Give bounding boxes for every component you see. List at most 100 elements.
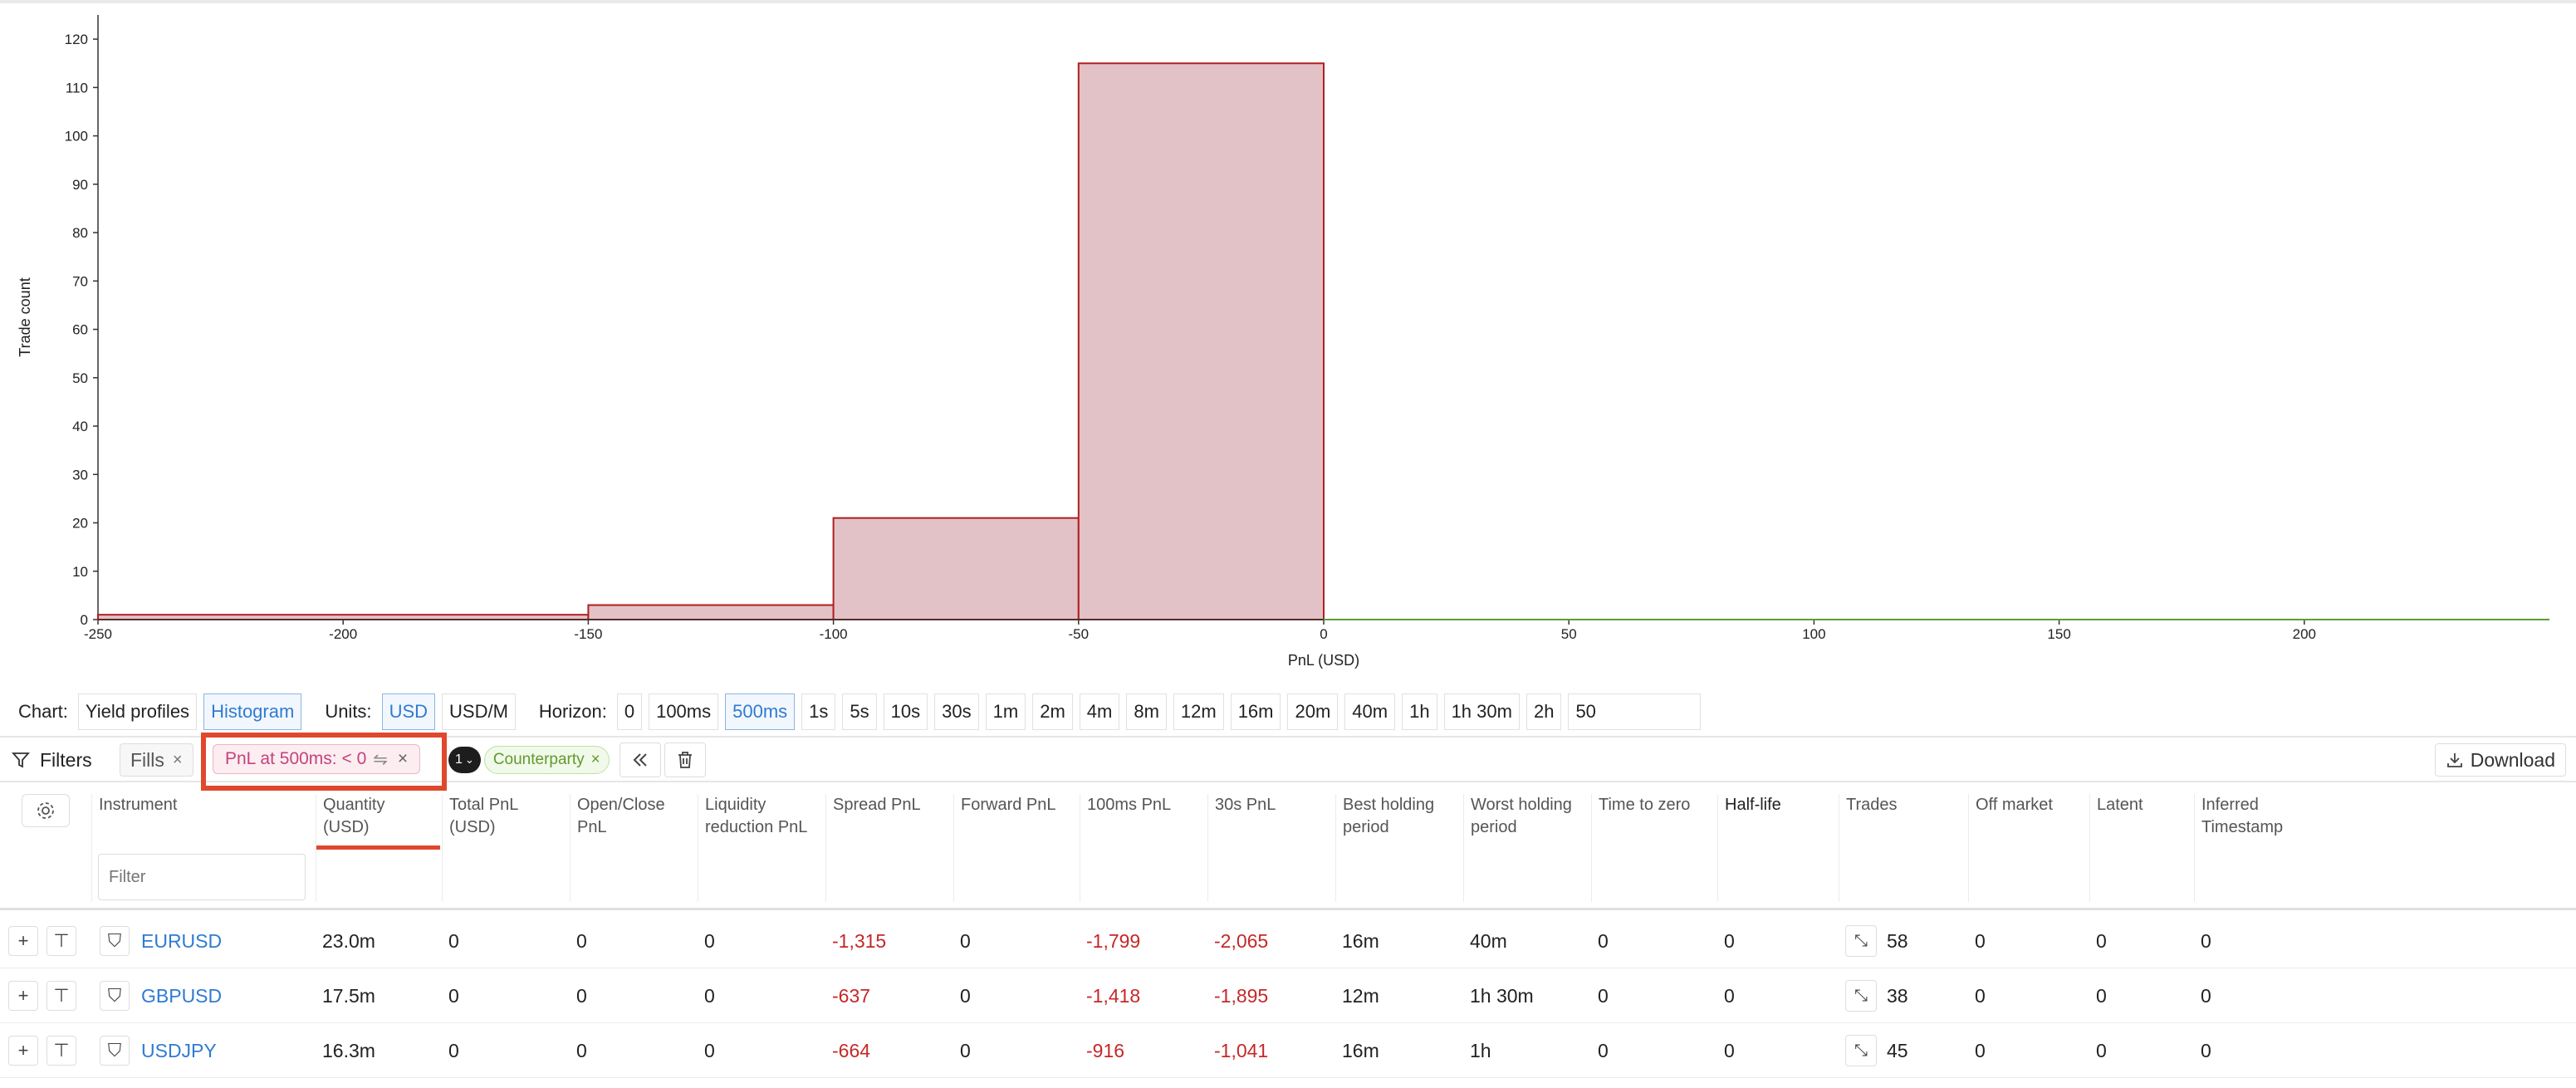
histogram-bar: [832, 517, 1080, 620]
expand-row-button[interactable]: +: [8, 926, 38, 956]
plus-icon: +: [17, 1040, 29, 1061]
cell-latent: 0: [2096, 984, 2107, 1007]
instrument-filter-input[interactable]: [98, 854, 306, 900]
column-header-halflife[interactable]: Half-life: [1717, 794, 1839, 902]
horizon-option-16m[interactable]: 16m: [1230, 693, 1281, 730]
column-header-latent[interactable]: Latent: [2089, 794, 2194, 902]
horizon-option-40m[interactable]: 40m: [1344, 693, 1396, 730]
horizon-option-4m[interactable]: 4m: [1079, 693, 1120, 730]
double-chevron-left-icon: [633, 753, 647, 767]
chart-option-histogram[interactable]: Histogram: [203, 693, 302, 730]
column-settings-button[interactable]: [22, 794, 70, 827]
horizon-option-1s[interactable]: 1s: [801, 693, 836, 730]
counterparty-count-badge[interactable]: 1 ⌄: [448, 747, 481, 773]
horizon-option-1h-30m[interactable]: 1h 30m: [1443, 693, 1520, 730]
pin-row-button[interactable]: ⊤: [47, 981, 76, 1011]
unit-options: USD USD/M: [381, 693, 522, 730]
horizon-option-100ms[interactable]: 100ms: [649, 693, 719, 730]
cell-instrument[interactable]: EURUSD: [141, 929, 223, 952]
cell-spread: -637: [832, 984, 871, 1007]
swap-icon[interactable]: ⇋: [373, 749, 388, 769]
unit-option-usd[interactable]: USD: [381, 693, 436, 730]
cell-spread: -1,315: [832, 929, 887, 952]
column-header-s30[interactable]: 30s PnL: [1207, 794, 1335, 902]
horizon-option-1h[interactable]: 1h: [1402, 693, 1437, 730]
column-header-worst[interactable]: Worst holding period: [1463, 794, 1591, 902]
column-header-instrument[interactable]: Instrument: [91, 794, 316, 902]
y-tick-label: 110: [66, 80, 88, 96]
filter-row-button[interactable]: ⛉: [100, 1036, 130, 1066]
chart-option-yield-profiles[interactable]: Yield profiles: [77, 693, 198, 730]
cell-instrument[interactable]: GBPUSD: [141, 984, 223, 1007]
column-header-best[interactable]: Best holding period: [1335, 794, 1463, 902]
horizon-option-500ms[interactable]: 500ms: [725, 693, 796, 730]
column-header-ms100[interactable]: 100ms PnL: [1080, 794, 1207, 902]
column-header-ttz[interactable]: Time to zero: [1591, 794, 1717, 902]
filter-row-button[interactable]: ⛉: [100, 981, 130, 1011]
expand-row-button[interactable]: +: [8, 1036, 38, 1066]
horizon-option-5s[interactable]: 5s: [842, 693, 877, 730]
expand-trades-button[interactable]: ⤡: [1845, 925, 1877, 957]
horizon-option-30s[interactable]: 30s: [934, 693, 979, 730]
cell-inferred: 0: [2201, 984, 2211, 1007]
column-header-liq_red[interactable]: Liquidity reduction PnL: [698, 794, 825, 902]
pin-row-button[interactable]: ⊤: [47, 1036, 76, 1066]
cell-best: 16m: [1342, 1039, 1379, 1061]
pnl-filter-chip[interactable]: PnL at 500ms: < 0 ⇋ ×: [213, 744, 421, 774]
sort-indicator: [316, 845, 440, 850]
chevron-down-icon: ⌄: [464, 753, 474, 766]
table-row[interactable]: + ⊤ ⛉ EURUSD 23.0m 0 0 0 -1,315 0 -1,799 -2,065 16m 4…: [0, 914, 2576, 968]
expand-row-button[interactable]: +: [8, 981, 38, 1011]
horizon-option-8m[interactable]: 8m: [1126, 693, 1167, 730]
table-row[interactable]: + ⊤ ⛉ USDJPY 16.3m 0 0 0 -664 0 -916 -1,041 16m 1h 0 0 ⤡…: [0, 1023, 2576, 1078]
column-header-forward[interactable]: Forward PnL: [953, 794, 1080, 902]
horizon-option-2m[interactable]: 2m: [1032, 693, 1073, 730]
horizon-option-2h[interactable]: 2h: [1526, 693, 1562, 730]
close-icon[interactable]: ×: [172, 750, 183, 769]
units-label: Units:: [325, 701, 372, 722]
y-tick-label: 60: [72, 322, 88, 338]
y-tick-label: 90: [72, 177, 88, 193]
pin-row-button[interactable]: ⊤: [47, 926, 76, 956]
cell-instrument[interactable]: USDJPY: [141, 1039, 217, 1061]
expand-icon: ⤡: [1854, 986, 1868, 1005]
column-header-spread[interactable]: Spread PnL: [825, 794, 953, 902]
fills-chip-label: Fills: [130, 748, 164, 771]
expand-trades-button[interactable]: ⤡: [1845, 980, 1877, 1012]
horizon-input[interactable]: [1568, 693, 1702, 730]
horizon-option-0[interactable]: 0: [616, 693, 643, 730]
x-tick-label: -150: [574, 626, 602, 642]
counterparty-filter-chip[interactable]: Counterparty ×: [483, 746, 610, 774]
close-icon[interactable]: ×: [397, 749, 409, 768]
column-header-quantity[interactable]: Quantity (USD): [316, 794, 442, 902]
horizon-option-20m[interactable]: 20m: [1287, 693, 1339, 730]
unit-option-usd-m[interactable]: USD/M: [442, 693, 516, 730]
cell-liq_red: 0: [704, 1039, 715, 1061]
horizon-option-10s[interactable]: 10s: [883, 693, 928, 730]
filters-button[interactable]: Filters: [12, 746, 92, 774]
close-icon[interactable]: ×: [590, 751, 600, 768]
column-header-offmarket[interactable]: Off market: [1968, 794, 2089, 902]
y-tick-label: 20: [72, 516, 88, 532]
column-header-total_pnl[interactable]: Total PnL (USD): [442, 794, 570, 902]
column-header-inferred[interactable]: Inferred Timestamp: [2194, 794, 2360, 902]
download-label: Download: [2470, 748, 2555, 771]
clear-filters-button[interactable]: [664, 742, 706, 777]
fills-filter-chip[interactable]: Fills ×: [120, 743, 193, 777]
counterparty-chip-label: Counterparty: [492, 751, 585, 768]
collapse-button[interactable]: [620, 742, 661, 777]
filter-row-button[interactable]: ⛉: [100, 926, 130, 956]
histogram-bar: [587, 604, 835, 621]
filters-label: Filters: [40, 748, 92, 771]
cell-open_close: 0: [576, 984, 587, 1007]
cell-forward: 0: [960, 929, 971, 952]
cell-worst: 1h: [1470, 1039, 1491, 1061]
horizon-option-12m[interactable]: 12m: [1173, 693, 1224, 730]
expand-trades-button[interactable]: ⤡: [1845, 1035, 1877, 1066]
column-header-open_close[interactable]: Open/Close PnL: [570, 794, 698, 902]
column-header-trades[interactable]: Trades: [1839, 794, 1968, 902]
download-button[interactable]: Download: [2434, 743, 2566, 777]
horizon-option-1m[interactable]: 1m: [985, 693, 1026, 730]
table-row[interactable]: + ⊤ ⛉ GBPUSD 17.5m 0 0 0 -637 0 -1,418 -1,895 12m 1h …: [0, 968, 2576, 1023]
horizon-label: Horizon:: [538, 701, 607, 722]
